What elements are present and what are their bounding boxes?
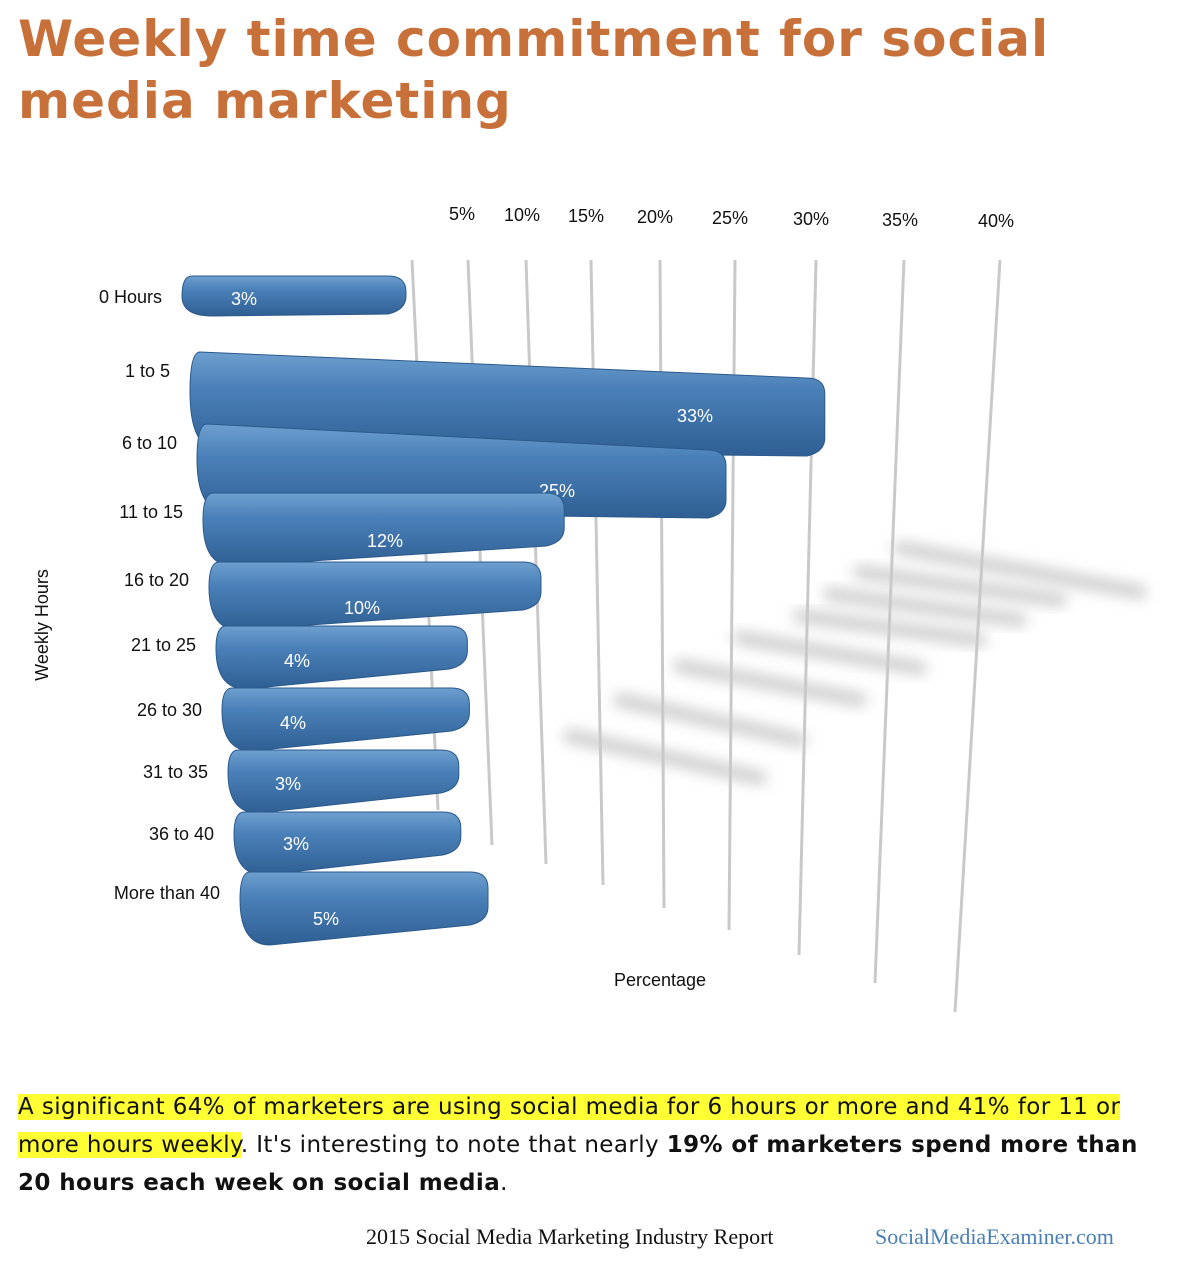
footer-report: 2015 Social Media Marketing Industry Rep… xyxy=(366,1224,774,1249)
data-label: 3% xyxy=(231,289,257,309)
category-labels: 0 Hours 1 to 5 6 to 10 11 to 15 16 to 20 21 t… xyxy=(99,287,220,903)
category-label: More than 40 xyxy=(114,883,220,903)
chart-title: Weekly time commitment for social media … xyxy=(18,10,1050,130)
data-label: 3% xyxy=(283,834,309,854)
gridline-3 xyxy=(589,259,605,886)
bar xyxy=(208,561,542,631)
data-label: 33% xyxy=(677,406,713,426)
gridline-4 xyxy=(658,259,666,909)
bar xyxy=(227,749,460,814)
data-label: 12% xyxy=(367,531,403,551)
category-label: 36 to 40 xyxy=(149,824,214,844)
category-label: 16 to 20 xyxy=(124,570,189,590)
data-label: 5% xyxy=(313,909,339,929)
caption-end: . xyxy=(500,1170,508,1196)
x-tick-label: 15% xyxy=(568,206,604,226)
data-label: 10% xyxy=(344,598,380,618)
footer-site[interactable]: SocialMediaExaminer.com xyxy=(875,1224,1114,1249)
bar-shadow xyxy=(733,631,927,675)
gridline-2 xyxy=(524,259,548,865)
gridline-6 xyxy=(797,259,818,956)
caption-text: . It's interesting to note that nearly xyxy=(240,1132,667,1158)
bar xyxy=(202,492,565,567)
category-label: 11 to 15 xyxy=(119,502,183,522)
bar-shadow xyxy=(613,693,807,747)
bar-shadow xyxy=(893,541,1147,599)
x-tick-label: 30% xyxy=(793,209,829,229)
bar-shadow xyxy=(673,659,867,707)
bar xyxy=(239,871,489,946)
category-label: 6 to 10 xyxy=(122,433,177,453)
bar xyxy=(181,275,407,317)
x-tick-label: 5% xyxy=(449,204,475,224)
data-label: 4% xyxy=(284,651,310,671)
bar xyxy=(215,625,468,690)
caption-bold: 19% of marketers spend more than 20 hour… xyxy=(18,1132,1138,1196)
bar xyxy=(221,687,470,752)
category-label: 0 Hours xyxy=(99,287,162,307)
category-label: 1 to 5 xyxy=(125,361,170,381)
bar xyxy=(189,351,826,457)
x-tick-label: 20% xyxy=(637,207,673,227)
bars: 3%33%25%12%10%4%4%3%3%5% xyxy=(181,275,826,946)
x-tick-label: 10% xyxy=(504,205,540,225)
bar-shadow xyxy=(853,565,1067,607)
gridline-5 xyxy=(727,259,737,931)
gridline-1 xyxy=(466,259,494,846)
category-label: 31 to 35 xyxy=(143,762,208,782)
x-tick-label: 35% xyxy=(882,210,918,230)
x-tick-labels: 5% 10% 15% 20% 25% 30% 35% 40% xyxy=(449,204,1014,231)
x-axis-label: Percentage xyxy=(613,970,707,990)
bar-chart: 5% 10% 15% 20% 25% 30% 35% 40% 0 Hours 1 to 5 6 t… xyxy=(99,204,1147,1013)
caption: A significant 64% of marketers are using… xyxy=(18,1088,1168,1202)
data-label: 3% xyxy=(275,774,301,794)
y-axis-title: Weekly Hours xyxy=(32,569,52,681)
data-label: 4% xyxy=(280,713,306,733)
y-axis-label: Weekly Hours xyxy=(32,569,52,681)
category-label: 21 to 25 xyxy=(131,635,196,655)
bar-shadows xyxy=(563,541,1147,785)
x-tick-label: 40% xyxy=(978,211,1014,231)
bar-shadow xyxy=(823,587,1027,627)
category-label: 26 to 30 xyxy=(137,700,202,720)
gridline-7 xyxy=(873,259,906,984)
bar xyxy=(233,811,462,876)
x-tick-label: 25% xyxy=(712,208,748,228)
gridline-8 xyxy=(953,259,1002,1013)
